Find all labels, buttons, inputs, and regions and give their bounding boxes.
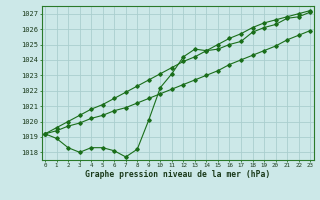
X-axis label: Graphe pression niveau de la mer (hPa): Graphe pression niveau de la mer (hPa): [85, 170, 270, 179]
